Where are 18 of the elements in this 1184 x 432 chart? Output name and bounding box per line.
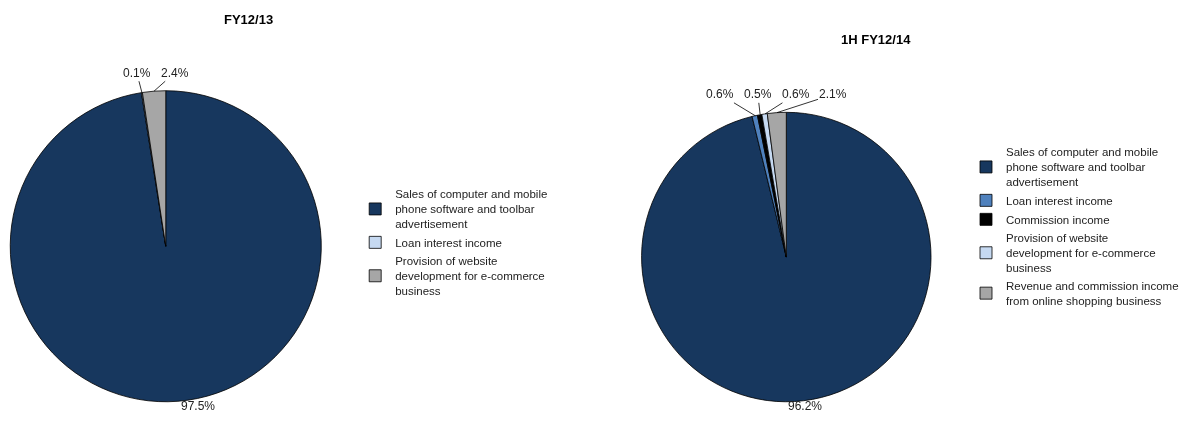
data-label: 0.6% [706, 87, 734, 101]
legend-label: Revenue and commission income from online shopping business [1006, 280, 1179, 308]
legend-label: Provision of website development for e-commerce business [395, 255, 545, 298]
chart-title: 1H FY12/14 [841, 32, 912, 47]
data-label: 0.6% [782, 87, 810, 101]
legend-label: Loan interest income [395, 236, 502, 249]
data-label: 0.1% [123, 66, 151, 80]
data-label: 96.2% [788, 399, 823, 413]
data-label: 97.5% [181, 399, 216, 413]
chart-title: FY12/13 [224, 12, 274, 27]
legend-label: Sales of computer and mobile phone software and toolbar advertisement [1006, 146, 1159, 189]
legend-label: Loan interest income [1006, 194, 1113, 207]
data-label: 2.1% [819, 87, 847, 101]
legend-label: Commission income [1006, 213, 1110, 226]
data-label: 0.5% [744, 87, 772, 101]
legend-label: Sales of computer and mobile phone software and toolbar advertisement [395, 188, 548, 231]
legend-label: Provision of website development for e-commerce business [1006, 232, 1156, 275]
data-label: 2.4% [161, 66, 189, 80]
